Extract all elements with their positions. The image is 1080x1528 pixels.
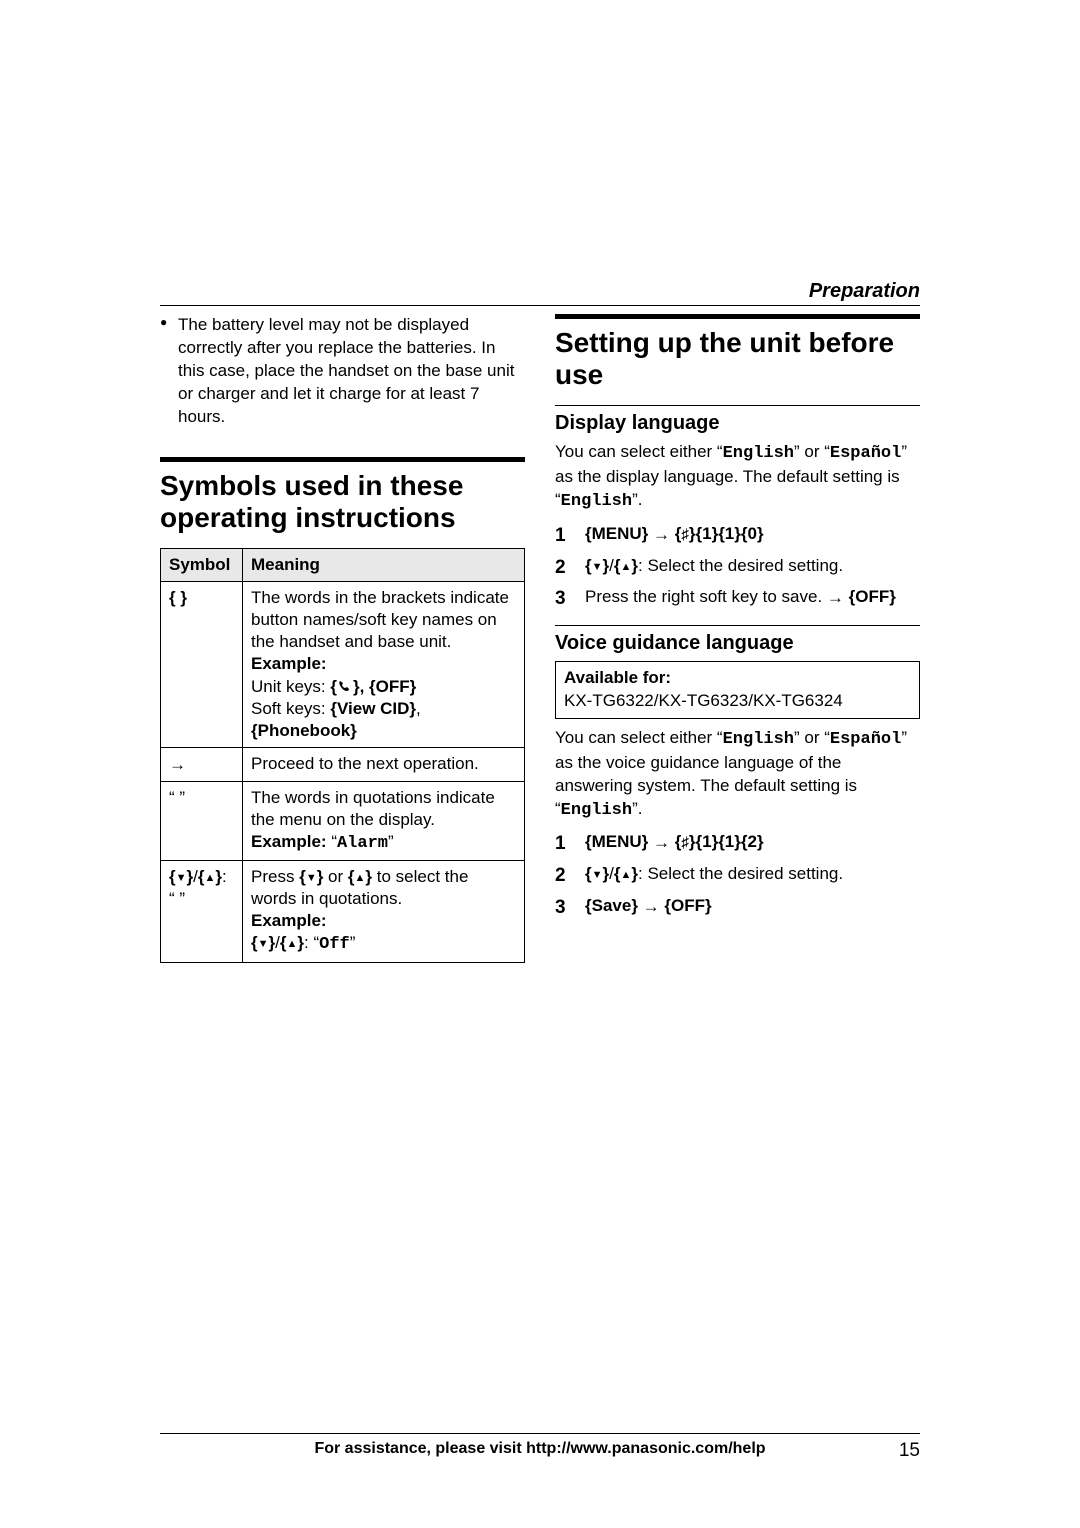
right-column: Setting up the unit before use Display l…: [555, 314, 920, 963]
symbol-cell: [161, 747, 243, 781]
setup-section-title: Setting up the unit before use: [555, 327, 920, 391]
triangle-up-icon: [287, 933, 298, 952]
section-header: Preparation: [160, 280, 920, 306]
page-footer: For assistance, please visit http://www.…: [160, 1433, 920, 1458]
box-label: Available for:: [564, 668, 671, 687]
meaning-cell: Proceed to the next operation.: [243, 747, 525, 781]
meaning-text: The words in quotations indicate the men…: [251, 788, 495, 829]
triangle-down-icon: [258, 933, 269, 952]
box-value: KX-TG6322/KX-TG6323/KX-TG6324: [564, 691, 843, 710]
arrow-icon: [169, 754, 186, 773]
table-header-meaning: Meaning: [243, 549, 525, 582]
step-item: 3 {Save} {OFF}: [555, 894, 920, 922]
triangle-up-icon: [205, 867, 216, 886]
triangle-up-icon: [355, 867, 366, 886]
step-text: : Select the desired setting.: [638, 556, 843, 575]
arrow-icon: [653, 832, 670, 851]
arrow-icon: [643, 896, 660, 915]
section-divider: [555, 314, 920, 319]
triangle-up-icon: [621, 864, 632, 883]
meaning-text: The words in the brackets indicate butto…: [251, 588, 509, 651]
symbol-line2: “ ”: [169, 889, 185, 908]
menu-key: {MENU}: [585, 832, 648, 851]
left-column: The battery level may not be displayed c…: [160, 314, 525, 963]
example-pre: Unit keys:: [251, 677, 330, 696]
table-row: Proceed to the next operation.: [161, 747, 525, 781]
example-mono: Off: [319, 935, 350, 954]
display-language-intro: You can select either “English” or “Espa…: [555, 441, 920, 514]
meaning-mid: or: [323, 867, 348, 886]
display-language-title: Display language: [555, 412, 920, 435]
example-label: Example:: [251, 832, 331, 851]
symbol-cell: {}/{}: “ ”: [161, 861, 243, 962]
step-item: 2 {}/{}: Select the desired setting.: [555, 554, 920, 582]
triangle-down-icon: [592, 556, 603, 575]
off-key: {OFF}: [849, 587, 896, 606]
table-row: { } The words in the brackets indicate b…: [161, 582, 525, 748]
save-key: {Save}: [585, 896, 638, 915]
off-key: {OFF}: [664, 896, 711, 915]
display-language-steps: 1 {MENU} {}{1}{1}{0} 2 {}/{}: Select the…: [555, 522, 920, 613]
available-for-box: Available for: KX-TG6322/KX-TG6323/KX-TG…: [555, 661, 920, 719]
section-divider: [160, 457, 525, 462]
phone-icon: [337, 677, 353, 691]
table-row: {}/{}: “ ” Press {} or {} to select the …: [161, 861, 525, 962]
triangle-down-icon: [592, 864, 603, 883]
triangle-up-icon: [621, 556, 632, 575]
footer-text: For assistance, please visit http://www.…: [314, 1440, 765, 1458]
arrow-icon: [827, 587, 844, 606]
symbols-section-title: Symbols used in these operating instruct…: [160, 470, 525, 534]
symbols-table: Symbol Meaning { } The words in the brac…: [160, 548, 525, 963]
step-item: 2 {}/{}: Select the desired setting.: [555, 862, 920, 890]
symbol-cell: { }: [161, 582, 243, 748]
menu-key: {MENU}: [585, 524, 648, 543]
step-item: 1 {MENU} {}{1}{1}{2}: [555, 830, 920, 858]
step-item: 3 Press the right soft key to save. {OFF…: [555, 585, 920, 613]
table-header-symbol: Symbol: [161, 549, 243, 582]
step-text: : Select the desired setting.: [638, 864, 843, 883]
battery-note: The battery level may not be displayed c…: [160, 314, 525, 429]
triangle-down-icon: [176, 867, 187, 886]
page: Preparation The battery level may not be…: [0, 0, 1080, 1528]
hash-icon: [681, 832, 689, 851]
table-row: “ ” The words in quotations indicate the…: [161, 781, 525, 860]
voice-language-intro: You can select either “English” or “Espa…: [555, 727, 920, 823]
meaning-pre: Press: [251, 867, 299, 886]
two-column-layout: The battery level may not be displayed c…: [160, 314, 920, 963]
hash-icon: [681, 524, 689, 543]
example-label: Example:: [251, 654, 327, 673]
arrow-icon: [653, 524, 670, 543]
sub-divider: [555, 405, 920, 406]
voice-language-title: Voice guidance language: [555, 632, 920, 655]
meaning-cell: Press {} or {} to select the words in qu…: [243, 861, 525, 962]
symbol-cell: “ ”: [161, 781, 243, 860]
meaning-cell: The words in quotations indicate the men…: [243, 781, 525, 860]
page-number: 15: [899, 1440, 920, 1462]
triangle-down-icon: [306, 867, 317, 886]
step-text: Press the right soft key to save.: [585, 587, 827, 606]
example-post: , {OFF}: [360, 677, 417, 696]
example-mono: Alarm: [337, 834, 388, 853]
step-item: 1 {MENU} {}{1}{1}{0}: [555, 522, 920, 550]
meaning-cell: The words in the brackets indicate butto…: [243, 582, 525, 748]
voice-language-steps: 1 {MENU} {}{1}{1}{2} 2 {}/{}: Select the…: [555, 830, 920, 921]
example-line2: Soft keys: {View CID}, {Phonebook}: [251, 699, 421, 740]
sub-divider: [555, 625, 920, 626]
example-label: Example:: [251, 911, 327, 930]
